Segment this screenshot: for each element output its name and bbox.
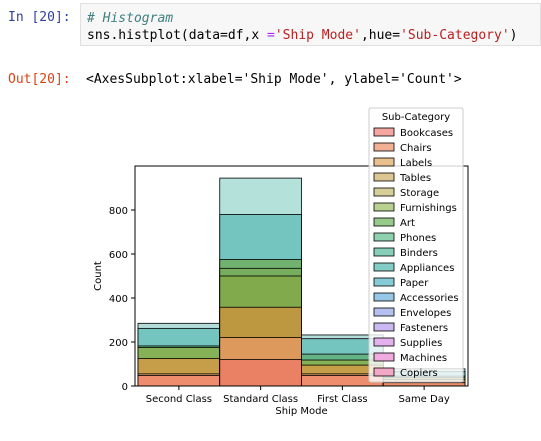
legend-entry: Copiers <box>400 368 438 379</box>
code-string-x: 'Ship Mode' <box>274 28 361 43</box>
x-tick-label: Standard Class <box>223 394 298 405</box>
y-tick-label: 200 <box>109 338 128 349</box>
legend-entry: Appliances <box>400 263 454 274</box>
legend-entry: Paper <box>400 278 429 289</box>
output-prompt: Out[20]: <box>8 72 71 87</box>
legend-entry: Binders <box>400 248 438 259</box>
legend-swatch <box>373 202 395 212</box>
legend-entry: Labels <box>400 158 432 169</box>
legend-entry: Accessories <box>400 293 459 304</box>
y-axis-label: Count <box>93 261 104 291</box>
legend-swatch <box>373 277 395 287</box>
x-tick-label: First Class <box>317 394 368 405</box>
code-comment: # Histogram <box>87 11 174 26</box>
code-string-hue: 'Sub-Category' <box>400 28 510 43</box>
legend-swatch <box>373 262 395 272</box>
legend-swatch <box>373 187 395 197</box>
legend-entry: Machines <box>400 353 447 364</box>
legend-entry: Bookcases <box>400 128 453 139</box>
legend-swatch <box>373 367 395 377</box>
y-tick-label: 800 <box>109 206 128 217</box>
legend-entry: Supplies <box>400 338 442 349</box>
bar-1-7 <box>219 359 302 387</box>
code-line: sns.histplot(data=df,x ='Ship Mode',hue=… <box>87 27 517 44</box>
legend-entry: Chairs <box>400 143 432 154</box>
x-axis-label: Ship Mode <box>275 406 327 417</box>
code-cell-input[interactable]: # Histogram sns.histplot(data=df,x ='Shi… <box>80 3 541 46</box>
y-tick-label: 0 <box>122 382 128 393</box>
legend-entry: Phones <box>400 233 436 244</box>
legend-swatch <box>373 337 395 347</box>
legend-swatch <box>373 292 395 302</box>
y-tick-label: 600 <box>109 250 128 261</box>
code-operator: = <box>267 28 275 43</box>
code-close-paren: ) <box>509 28 518 43</box>
x-tick-label: Second Class <box>146 394 212 405</box>
legend-entry: Envelopes <box>400 308 451 319</box>
bar-0-6 <box>137 375 221 387</box>
legend-swatch <box>373 307 395 317</box>
code-hue-kw: ,hue= <box>360 28 401 43</box>
legend-entry: Fasteners <box>400 323 448 334</box>
x-tick-label: Same Day <box>398 394 449 405</box>
legend-swatch <box>373 247 395 257</box>
output-text: <AxesSubplot:xlabel='Ship Mode', ylabel=… <box>86 72 462 87</box>
input-prompt: In [20]: <box>8 10 71 25</box>
legend-entry: Tables <box>399 173 431 184</box>
legend-swatch <box>373 352 395 362</box>
legend-swatch <box>373 232 395 242</box>
legend-swatch <box>373 157 395 167</box>
y-tick-label: 400 <box>109 294 128 305</box>
legend-swatch <box>373 217 395 227</box>
legend-swatch <box>373 172 395 182</box>
axes-frame <box>134 165 469 387</box>
legend-swatch <box>373 127 395 137</box>
legend-swatch <box>373 142 395 152</box>
legend-swatch <box>373 322 395 332</box>
legend-entry: Furnishings <box>400 203 457 214</box>
legend-entry: Storage <box>400 188 439 199</box>
legend-title: Sub-Category <box>382 112 450 123</box>
code-call: sns.histplot(data=df,x <box>87 28 268 43</box>
legend-entry: Art <box>400 218 415 229</box>
